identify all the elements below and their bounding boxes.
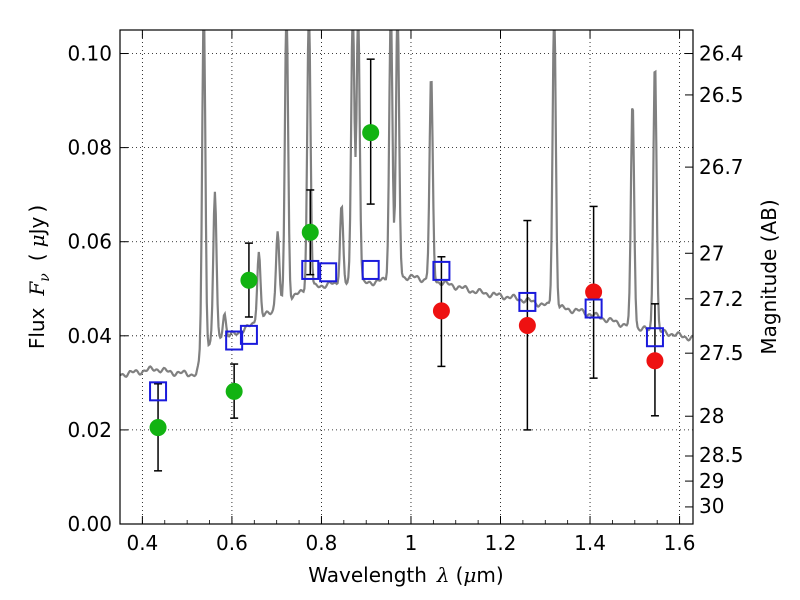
magnitude-tick-label: 26.5 <box>699 83 744 107</box>
data-point-square <box>432 260 451 281</box>
data-point-circle <box>240 271 258 289</box>
data-point-square <box>645 327 664 348</box>
data-point-circle <box>301 223 319 241</box>
sed-model-line <box>120 30 693 378</box>
data-point-square <box>225 330 244 351</box>
x-tick-label: 1.2 <box>485 531 517 555</box>
x-tick-label: 0.8 <box>306 531 338 555</box>
y2-axis-label: Magnitude (AB) <box>757 199 781 354</box>
data-point-circle <box>432 302 450 320</box>
plot-area <box>120 30 693 472</box>
y-tick-label: 0.06 <box>67 230 112 254</box>
data-point-circle <box>518 316 536 334</box>
magnitude-tick-label: 29 <box>699 469 724 493</box>
y-tick-label: 0.10 <box>67 42 112 66</box>
data-point-square <box>239 324 258 345</box>
data-point-square <box>584 298 603 319</box>
magnitude-tick-label: 28.5 <box>699 443 744 467</box>
x-tick-label: 0.6 <box>216 531 248 555</box>
x-tick-label: 1.6 <box>664 531 696 555</box>
y-axis-label: FluxFν(μJy) <box>25 205 53 349</box>
x-tick-label: 1 <box>405 531 418 555</box>
x-axis-label: Wavelength λ (μm) <box>308 563 503 587</box>
data-point-circle <box>149 419 167 437</box>
x-tick-label: 0.4 <box>126 531 158 555</box>
y-tick-label: 0.00 <box>67 512 112 536</box>
data-point-circle <box>646 352 664 370</box>
y-tick-label: 0.08 <box>67 136 112 160</box>
axes: 0.4 0.6 0.8 1 1.2 1.4 1.6 0.00 0.02 0.04 0.06 0.08 0… <box>67 30 744 555</box>
data-point-square <box>319 262 338 283</box>
magnitude-tick-label: 27.5 <box>699 341 744 365</box>
magnitude-tick-label: 26.7 <box>699 155 744 179</box>
magnitude-tick-label: 27.2 <box>699 287 744 311</box>
data-point-circle <box>362 124 380 142</box>
data-point-square <box>361 259 380 280</box>
magnitude-tick-label: 27 <box>699 241 724 265</box>
y-tick-label: 0.04 <box>67 324 112 348</box>
data-point-square <box>149 381 168 402</box>
magnitude-tick-label: 28 <box>699 404 724 428</box>
y-tick-label: 0.02 <box>67 418 112 442</box>
x-tick-label: 1.4 <box>574 531 606 555</box>
data-point-circle <box>225 382 243 400</box>
data-point-square <box>518 291 537 312</box>
magnitude-tick-label: 30 <box>699 494 724 518</box>
data-point-circle <box>585 283 603 301</box>
data-point-square <box>301 259 320 280</box>
magnitude-tick-label: 26.4 <box>699 42 744 66</box>
plot-frame <box>119 29 694 525</box>
